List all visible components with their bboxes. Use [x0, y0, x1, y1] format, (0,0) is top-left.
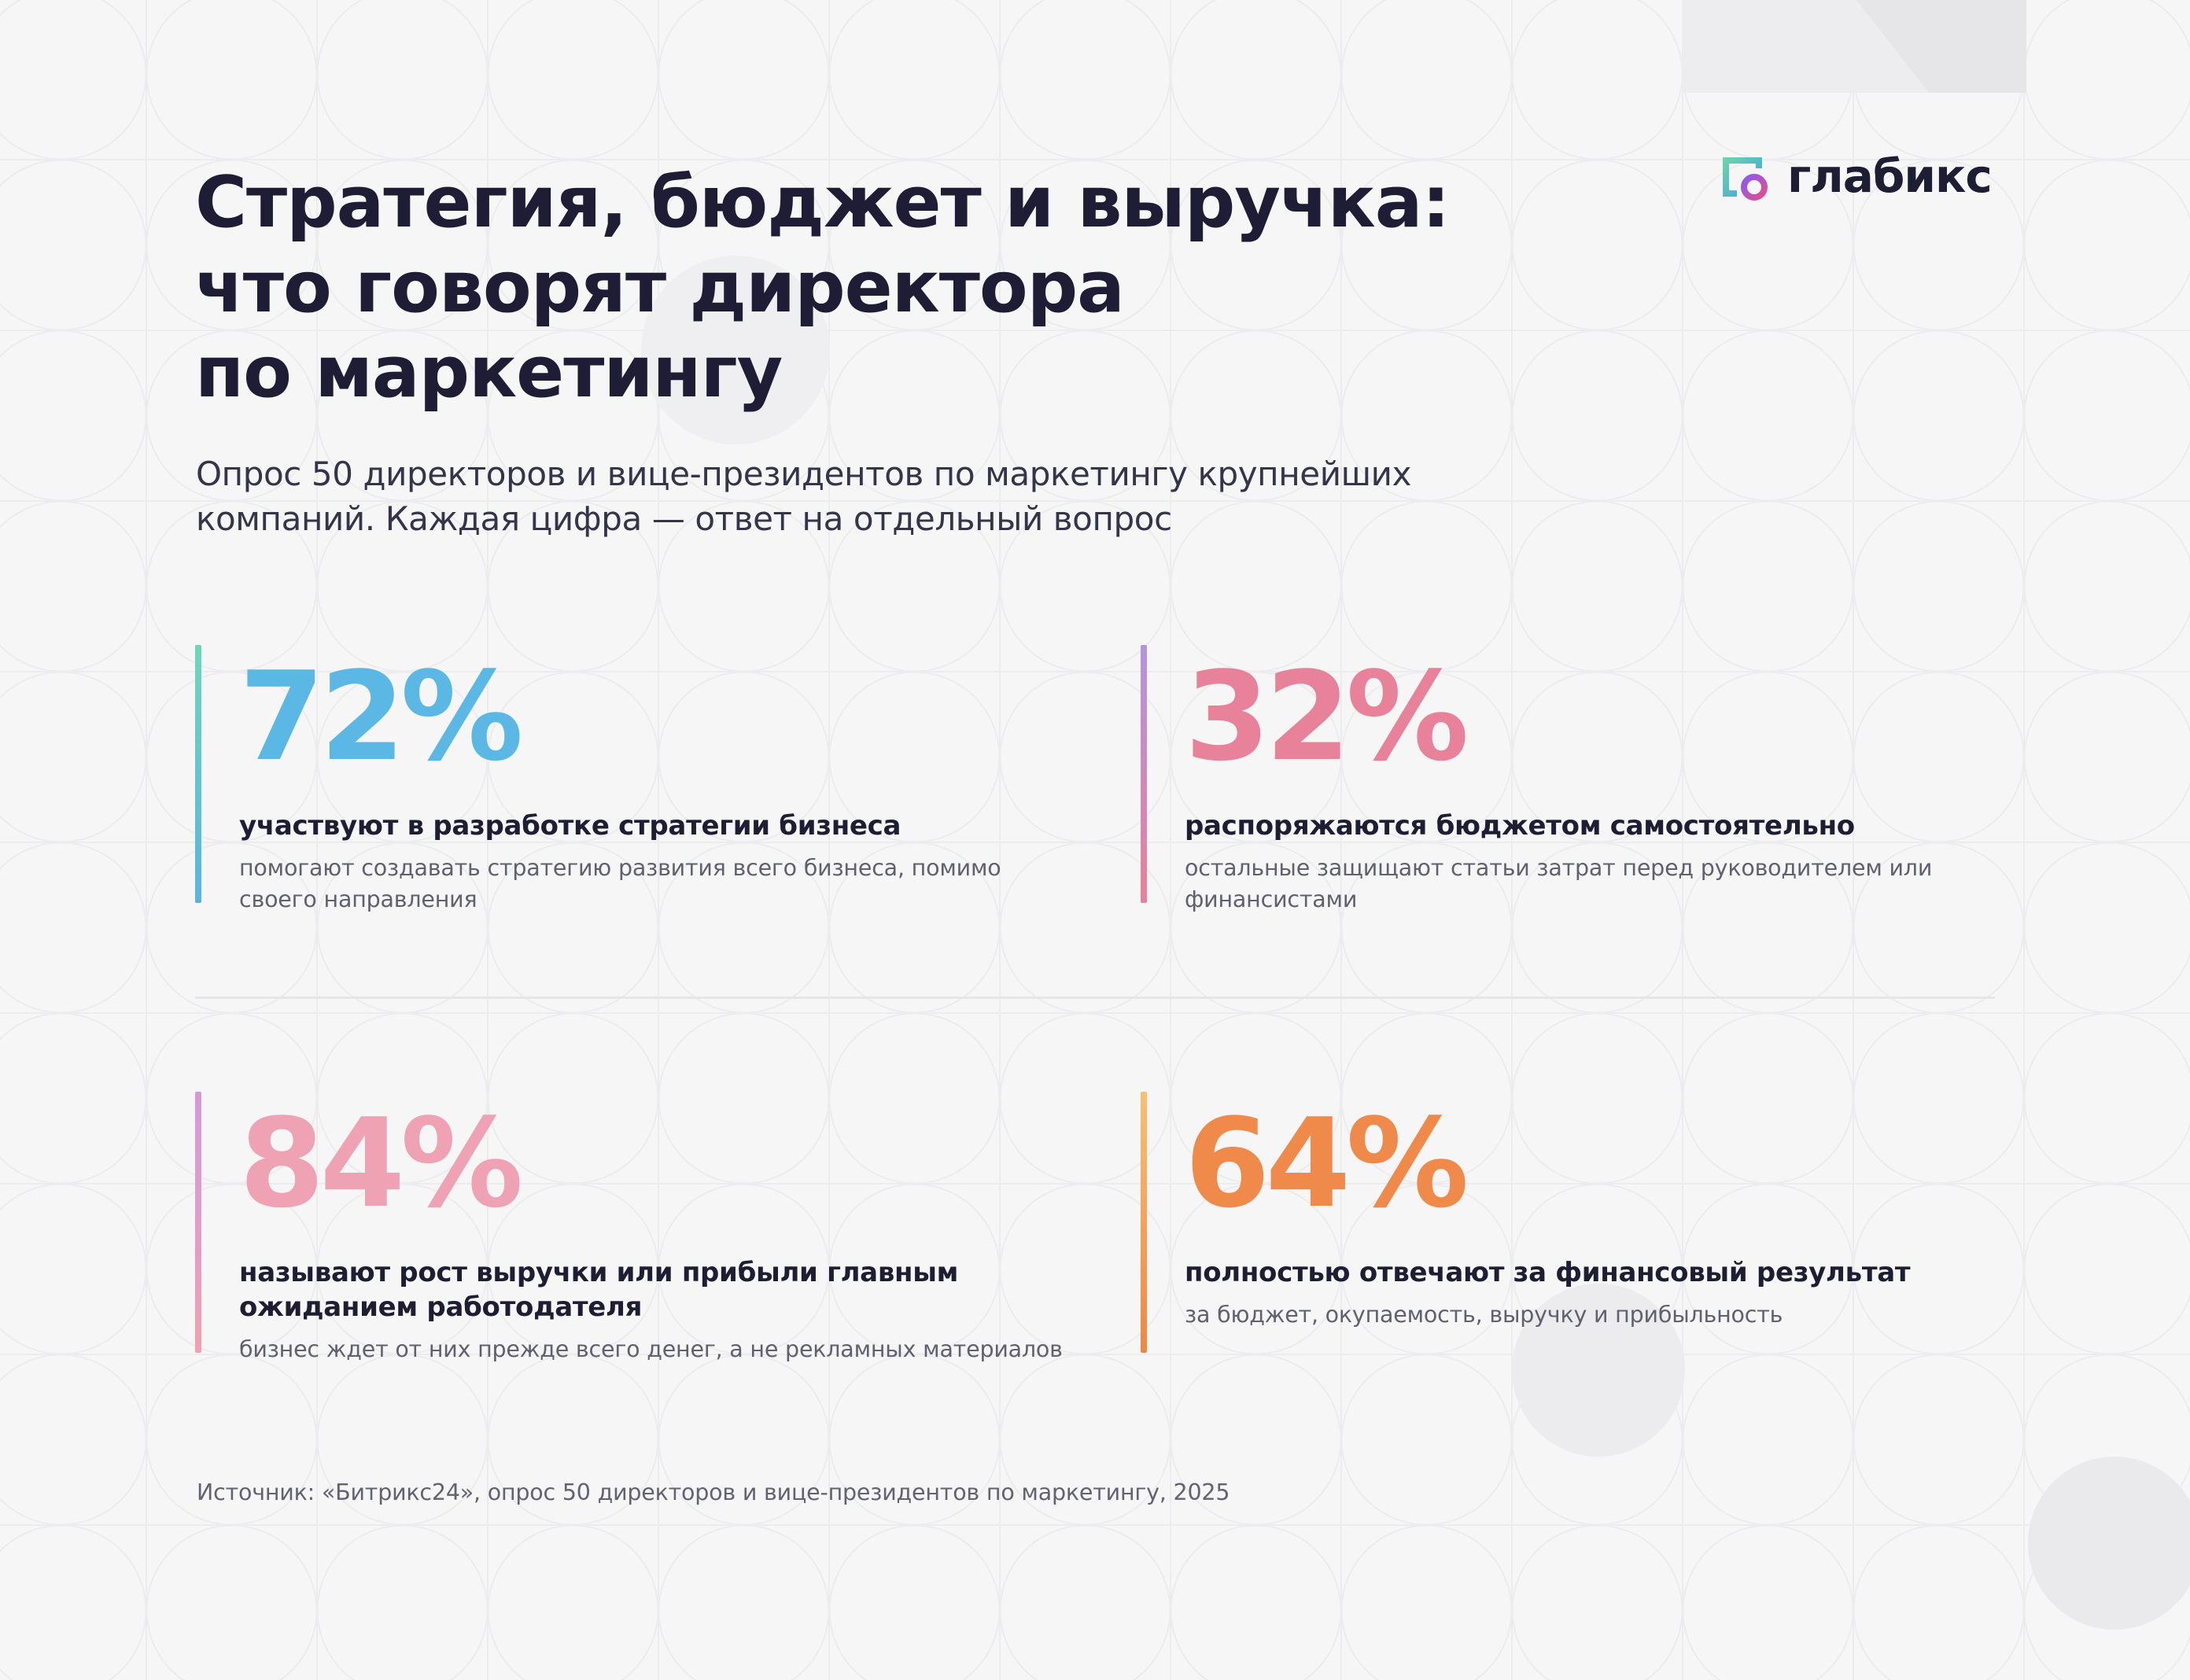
- title-line: что говорят директора: [195, 246, 1125, 329]
- stat-label-line: участвуют в разработке стратегии бизнеса: [239, 810, 901, 842]
- subtitle-line: компаний. Каждая цифра — ответ на отдель…: [196, 499, 1172, 538]
- stat-card-financial-result: 64% полностью отвечают за финансовый рез…: [1141, 1092, 1911, 1353]
- stat-description-line: помогают создавать стратегию развития вс…: [239, 855, 1001, 881]
- title-line: по маркетингу: [195, 331, 783, 414]
- stat-accent-bar: [195, 1092, 201, 1353]
- section-divider: [195, 997, 1995, 999]
- stat-description: остальные защищают статьи затрат перед р…: [1185, 853, 1932, 916]
- stat-label: распоряжаются бюджетом самостоятельно: [1185, 809, 1932, 843]
- stat-accent-bar: [195, 645, 201, 903]
- stat-description-line: своего направления: [239, 886, 477, 912]
- stat-label-line: ожиданием работодателя: [239, 1291, 643, 1323]
- stat-label: полностью отвечают за финансовый результ…: [1185, 1255, 1911, 1290]
- brand-name: глабикс: [1787, 149, 1993, 203]
- brand-logo: глабикс: [1718, 149, 1993, 203]
- stat-accent-bar: [1141, 1092, 1147, 1353]
- stat-description: за бюджет, окупаемость, выручку и прибыл…: [1185, 1299, 1910, 1331]
- source-note: Источник: «Битрикс24», опрос 50 директор…: [197, 1479, 1230, 1505]
- page-title: Стратегия, бюджет и выручка: что говорят…: [195, 160, 1690, 415]
- stat-description: бизнес ждет от них прежде всего денег, а…: [239, 1334, 1063, 1365]
- glabix-logo-icon: [1723, 157, 1768, 201]
- stat-description-line: финансистами: [1185, 886, 1358, 912]
- stat-value: 32%: [1185, 645, 1469, 788]
- stat-value: 72%: [239, 645, 523, 788]
- stat-description-line: за бюджет, окупаемость, выручку и прибыл…: [1185, 1302, 1783, 1328]
- stat-description: помогают создавать стратегию развития вс…: [239, 853, 1001, 916]
- stat-value: 84%: [239, 1092, 523, 1235]
- stat-description-line: остальные защищают статьи затрат перед р…: [1185, 855, 1933, 881]
- stat-label-line: называют рост выручки или прибыли главны…: [239, 1257, 959, 1288]
- subtitle-line: Опрос 50 директоров и вице-президентов п…: [196, 455, 1412, 493]
- stat-accent-bar: [1141, 645, 1147, 903]
- stat-label-line: распоряжаются бюджетом самостоятельно: [1185, 810, 1855, 842]
- title-line: Стратегия, бюджет и выручка:: [195, 161, 1451, 244]
- stat-description-line: бизнес ждет от них прежде всего денег, а…: [239, 1336, 1063, 1362]
- stat-value: 64%: [1185, 1092, 1469, 1235]
- stat-card-budget: 32% распоряжаются бюджетом самостоятельн…: [1141, 645, 1932, 912]
- stat-label: называют рост выручки или прибыли главны…: [239, 1255, 1063, 1324]
- stat-label-line: полностью отвечают за финансовый результ…: [1185, 1257, 1911, 1288]
- page-subtitle: Опрос 50 директоров и вице-президентов п…: [196, 451, 1411, 541]
- stat-label: участвуют в разработке стратегии бизнеса: [239, 809, 1001, 843]
- stat-card-strategy: 72% участвуют в разработке стратегии биз…: [195, 645, 1001, 912]
- stat-card-revenue: 84% называют рост выручки или прибыли гл…: [195, 1092, 1063, 1362]
